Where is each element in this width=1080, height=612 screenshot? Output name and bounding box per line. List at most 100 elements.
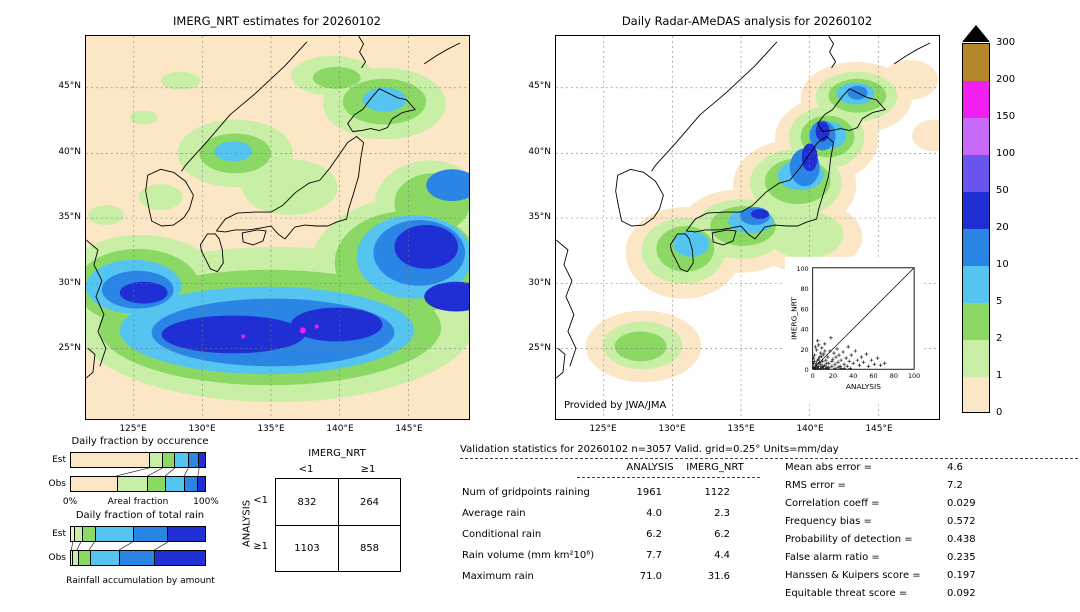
- contingency-col-label-ge1: ≥1: [360, 464, 376, 475]
- score-value: 0.572: [947, 516, 976, 527]
- score-label: Hanssen & Kuipers score =: [785, 570, 921, 581]
- score-value: 7.2: [947, 480, 963, 491]
- score-label: Correlation coeff =: [785, 498, 880, 509]
- left-lat-tick-25: 25°N: [58, 343, 81, 353]
- right-lon-tick-135: 135°E: [727, 424, 755, 434]
- occurrence-chart-title: Daily fraction by occurence: [71, 436, 209, 447]
- right-map: 0 20 40 60 80 100 0 20 40 60 80 100 ANAL…: [555, 35, 940, 420]
- validation-row-analysis: 71.0: [639, 571, 662, 582]
- left-lon-tick-145: 145°E: [395, 424, 423, 434]
- score-value: 0.197: [947, 570, 976, 581]
- right-lat-tick-35: 35°N: [528, 212, 551, 222]
- validation-row-imerg: 4.4: [714, 550, 730, 561]
- contingency-row-group: ANALYSIS: [241, 499, 253, 548]
- right-precip-field: [585, 59, 939, 383]
- inset-y-tick-40: 40: [800, 326, 808, 334]
- right-lat-tick-30: 30°N: [528, 278, 551, 288]
- score-line: Mean abs error = 4.6: [785, 459, 997, 477]
- validation-divider-headers: [577, 477, 760, 478]
- left-lon-tick-135: 135°E: [257, 424, 285, 434]
- right-lat-tick-25: 25°N: [528, 343, 551, 353]
- validation-row-imerg: 1122: [704, 487, 730, 498]
- score-label: Mean abs error =: [785, 462, 873, 473]
- validation-scores: Mean abs error = 4.6 RMS error = 7.2 Corre…: [785, 459, 997, 603]
- validation-header: Validation statistics for 20260102 n=305…: [460, 444, 839, 455]
- inset-diagonal-line: [812, 267, 915, 370]
- score-line: False alarm ratio = 0.235: [785, 549, 997, 567]
- left-lat-tick-30: 30°N: [58, 278, 81, 288]
- validation-row-label: Conditional rain: [462, 529, 542, 540]
- total-rain-chart-title: Daily fraction of total rain: [75, 510, 205, 521]
- score-value: 0.235: [947, 552, 976, 563]
- total-rain-est-bar: [70, 526, 206, 542]
- colorbar-labels: 300 200 150 100 50 20 10 5 2 1 0: [996, 37, 1016, 418]
- total-rain-connectors: [71, 541, 169, 551]
- right-map-title: Daily Radar-AMeDAS analysis for 20260102: [621, 14, 873, 28]
- score-label: Probability of detection =: [785, 534, 913, 545]
- score-line: Equitable threat score = 0.092: [785, 585, 997, 603]
- total-rain-obs-bar: [70, 550, 206, 566]
- validation-col-imerg: IMERG_NRT: [686, 462, 744, 473]
- occurrence-obs-label: Obs: [48, 479, 67, 489]
- inset-y-tick-20: 20: [800, 346, 808, 354]
- occurrence-est-label: Est: [52, 455, 66, 465]
- left-lon-tick-125: 125°E: [119, 424, 147, 434]
- inset-scatter-points: [811, 336, 887, 371]
- right-lat-tick-40: 40°N: [528, 147, 551, 157]
- score-value: 0.092: [947, 588, 976, 599]
- occurrence-obs-bar: [70, 476, 206, 492]
- left-map-coastlines: [86, 36, 461, 379]
- validation-row-label: Rain volume (mm km²10⁶): [462, 550, 595, 561]
- contingency-table: 832 264 1103 858: [275, 478, 401, 572]
- inset-y-tick-60: 60: [800, 305, 808, 313]
- contingency-cell-11: 858: [338, 525, 400, 571]
- validation-row-imerg: 2.3: [714, 508, 730, 519]
- score-value: 4.6: [947, 462, 963, 473]
- score-line: Probability of detection = 0.438: [785, 531, 997, 549]
- left-lon-tick-140: 140°E: [326, 424, 354, 434]
- inset-y-tick-100: 100: [796, 265, 808, 273]
- left-lat-tick-40: 40°N: [58, 147, 81, 157]
- credit-text: Provided by JWA/JMA: [564, 400, 667, 411]
- occurrence-x-min: 0%: [62, 497, 78, 507]
- right-lon-tick-130: 130°E: [658, 424, 686, 434]
- inset-ylabel: IMERG_NRT: [790, 297, 799, 340]
- total-rain-obs-label: Obs: [48, 553, 67, 563]
- contingency-col-group: IMERG_NRT: [308, 448, 366, 459]
- inset-x-tick-20: 20: [829, 372, 837, 380]
- validation-row-label: Average rain: [462, 508, 526, 519]
- left-lat-tick-35: 35°N: [58, 212, 81, 222]
- colorbar: [962, 43, 990, 413]
- inset-xlabel: ANALYSIS: [846, 382, 881, 391]
- score-line: Hanssen & Kuipers score = 0.197: [785, 567, 997, 585]
- right-lat-tick-45: 45°N: [528, 81, 551, 91]
- right-lon-tick-140: 140°E: [796, 424, 824, 434]
- score-label: False alarm ratio =: [785, 552, 880, 563]
- occurrence-est-bar: [70, 452, 206, 468]
- contingency-cell-10: 1103: [276, 525, 338, 571]
- colorbar-over-arrow: [962, 25, 990, 42]
- right-lon-tick-125: 125°E: [589, 424, 617, 434]
- validation-row-analysis: 1961: [636, 487, 662, 498]
- right-lon-tick-145: 145°E: [865, 424, 893, 434]
- inset-y-tick-0: 0: [805, 366, 809, 374]
- validation-row-analysis: 4.0: [646, 508, 662, 519]
- score-label: Frequency bias =: [785, 516, 872, 527]
- validation-row-imerg: 31.6: [707, 571, 730, 582]
- left-map-gridlines: [86, 36, 469, 419]
- left-lon-tick-130: 130°E: [188, 424, 216, 434]
- inset-scatter-plot: 0 20 40 60 80 100 0 20 40 60 80 100 ANAL…: [784, 256, 923, 403]
- total-rain-est-label: Est: [52, 529, 66, 539]
- score-line: Correlation coeff = 0.029: [785, 495, 997, 513]
- inset-x-tick-40: 40: [849, 372, 857, 380]
- right-map-coastlines: [556, 36, 931, 379]
- contingency-row-label-ge1: ≥1: [253, 541, 268, 552]
- contingency-cell-00: 832: [297, 496, 317, 508]
- score-label: Equitable threat score =: [785, 588, 908, 599]
- occurrence-connectors: [116, 467, 200, 477]
- score-line: Frequency bias = 0.572: [785, 513, 997, 531]
- contingency-cell-01: 264: [338, 479, 400, 525]
- inset-x-tick-0: 0: [811, 372, 815, 380]
- left-map: [85, 35, 470, 420]
